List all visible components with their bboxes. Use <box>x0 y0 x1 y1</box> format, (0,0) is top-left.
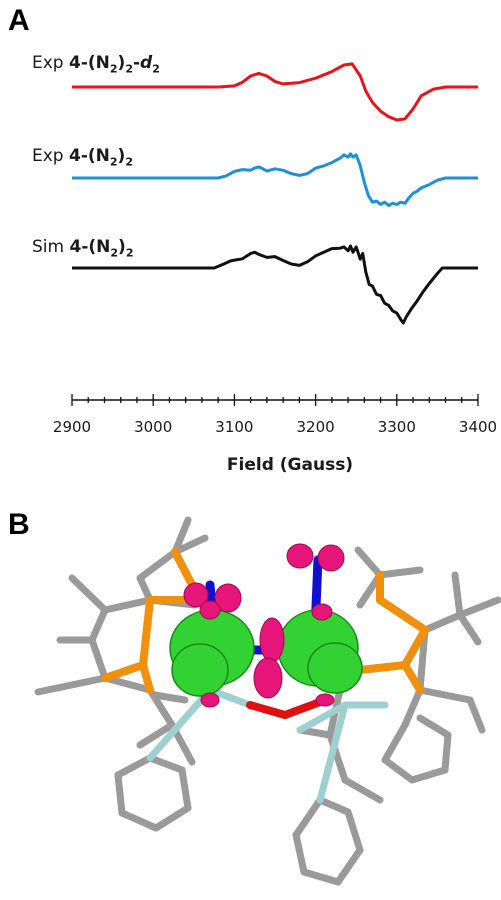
x-tick-label: 2900 <box>53 418 91 436</box>
label-prefix: Exp <box>32 53 64 73</box>
series-line-2 <box>72 244 478 325</box>
panel-a-letter: A <box>8 4 30 37</box>
panel-b-letter: B <box>8 508 30 541</box>
x-axis-title: Field (Gauss) <box>226 455 354 475</box>
legend-label-exp: Exp 4-(N2)2 <box>32 146 133 168</box>
label-compound: 4-(N2)2 <box>69 237 134 260</box>
series-line-1 <box>72 152 478 207</box>
label-compound: 4-(N2)2 <box>69 146 133 169</box>
legend-label-exp-deuterated: Exp 4-(N2)2-d2 <box>32 53 160 75</box>
x-tick-label: 3100 <box>215 418 253 436</box>
label-prefix: Exp <box>32 146 64 166</box>
series-line-0 <box>72 62 478 122</box>
x-tick-label: 3000 <box>134 418 172 436</box>
legend-label-sim: Sim 4-(N2)2 <box>32 237 133 259</box>
x-tick-label: 3200 <box>297 418 335 436</box>
spectrum-traces <box>72 62 478 325</box>
molecule-render <box>34 516 501 886</box>
label-compound: 4-(N2)2-d2 <box>69 53 160 76</box>
epr-spectrum-chart: 2900 3000 3100 3200 3300 3400 <box>53 62 497 436</box>
x-tick-label: 3400 <box>459 418 497 436</box>
x-tick-label: 3300 <box>378 418 416 436</box>
label-prefix: Sim <box>32 237 65 257</box>
x-axis: 2900 3000 3100 3200 3300 3400 <box>53 394 497 436</box>
